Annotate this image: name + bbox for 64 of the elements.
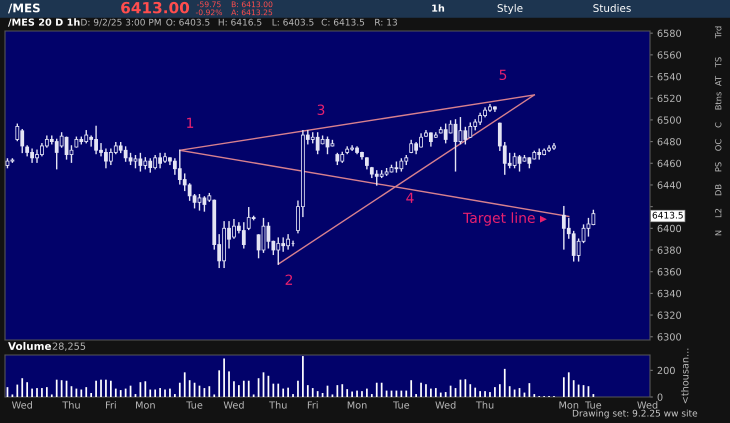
text: L2 [715, 208, 722, 218]
y-tick-label: 200 [658, 366, 675, 374]
y-tick-label: 6400 [658, 224, 682, 232]
text: 6413.00 [121, 2, 190, 14]
text: N [715, 230, 722, 236]
y-tick-label: 6300 [658, 333, 682, 341]
annotation: 3 [318, 104, 324, 116]
text: O: 6403.5 [166, 18, 210, 26]
x-tick-label: Tue [186, 401, 202, 409]
annotation: 5 [500, 70, 506, 80]
text: Studies [593, 4, 631, 12]
y-tick-label: 6460 [658, 160, 682, 168]
annotation: 1 [187, 118, 194, 128]
y-tick-label: 6380 [658, 246, 682, 254]
chart-title: /MES 20 D 1h [8, 18, 80, 27]
text: 6413.5 [652, 212, 683, 219]
text: DB [715, 184, 722, 196]
annotation: Target line ▸ [463, 212, 547, 226]
x-tick-label: Wed [435, 401, 456, 409]
y-tick-label: 6360 [658, 268, 682, 276]
y-tick-label: 6580 [658, 30, 682, 37]
y-tick-label: 6440 [658, 181, 682, 189]
y-tick-label: 6480 [658, 138, 682, 146]
x-tick-label: Fri [308, 401, 318, 409]
text: TS [715, 57, 722, 68]
y-tick-label: 6540 [658, 73, 682, 80]
x-tick-label: Wed [637, 401, 658, 409]
y-axis-title: <thousan... [681, 348, 689, 404]
chart-subtitle: 28,255 [52, 342, 86, 351]
x-tick-label: Mon [348, 401, 366, 409]
text: R: 13 [375, 18, 397, 26]
x-tick-label: Fri [106, 401, 116, 409]
text: OC [715, 139, 722, 151]
annotation: 4 [406, 192, 414, 203]
annotation: 2 [286, 274, 292, 285]
x-tick-label: Tue [585, 401, 602, 409]
x-tick-label: Tue [393, 401, 410, 409]
text: Drawing set: 9.2.25 ww site [572, 410, 698, 418]
text: AT [715, 76, 722, 86]
text: Trd [714, 26, 722, 38]
text: H: 6416.5 [218, 18, 262, 26]
text: D: 9/2/25 3:00 PM [81, 18, 161, 26]
text: PS [715, 162, 722, 172]
y-tick-label: 0 [658, 393, 662, 401]
text: C [715, 122, 722, 128]
chart-title: Volume [8, 342, 52, 350]
text: L: 6403.5 [272, 18, 314, 26]
text: C: 6413.5 [322, 18, 364, 26]
y-tick-label: 6320 [658, 312, 682, 319]
text: Style [498, 4, 523, 14]
text: Btns [715, 92, 722, 110]
x-tick-label: Thu [269, 401, 287, 409]
y-tick-label: 6560 [658, 51, 682, 59]
x-tick-label: Mon [559, 401, 578, 409]
x-tick-label: Thu [62, 401, 80, 409]
y-tick-label: 6520 [658, 94, 682, 102]
x-tick-label: Thu [476, 401, 494, 409]
text: /MES [8, 3, 40, 14]
y-tick-label: 6340 [658, 290, 682, 298]
text: 1h [432, 4, 444, 12]
x-tick-label: Mon [136, 401, 155, 409]
y-tick-label: 6500 [658, 116, 682, 124]
x-tick-label: Wed [224, 401, 244, 409]
x-tick-label: Wed [12, 401, 32, 409]
